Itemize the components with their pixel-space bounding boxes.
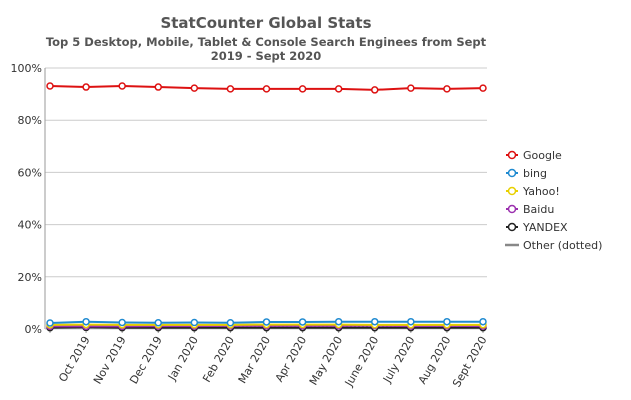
point: [479, 84, 487, 92]
x-tick-label: Jan 2020: [165, 334, 201, 383]
x-tick-label: June 2020: [342, 334, 381, 389]
x-tick-label: Dec 2019: [127, 334, 165, 386]
y-tick-label: 40%: [18, 219, 42, 232]
legend-label: bing: [523, 167, 547, 180]
point: [334, 317, 343, 326]
legend-label: Baidu: [523, 203, 554, 216]
point: [298, 318, 307, 326]
point: [407, 84, 415, 92]
point: [82, 317, 90, 326]
point: [371, 86, 379, 94]
legend-label: YANDEX: [522, 221, 568, 234]
x-tick-label: July 2020: [380, 334, 417, 386]
x-tick-label: Apr 2020: [273, 334, 310, 384]
point: [190, 84, 199, 92]
point: [298, 85, 307, 93]
point: [190, 318, 199, 327]
legend-swatch: [507, 204, 517, 214]
legend-label: Yahoo!: [522, 185, 560, 198]
y-tick-label: 80%: [18, 114, 42, 127]
point: [46, 82, 54, 90]
point: [334, 85, 343, 93]
x-tick-label: Feb 2020: [200, 334, 237, 385]
legend-label: Other (dotted): [523, 239, 602, 252]
point: [371, 317, 379, 326]
y-tick-label: 100%: [11, 62, 42, 75]
point: [479, 317, 487, 326]
point: [262, 318, 271, 326]
x-tick-label: Mar 2020: [236, 334, 273, 386]
point: [118, 82, 126, 90]
legend-swatch: [507, 168, 517, 178]
point: [443, 317, 451, 326]
y-tick-label: 0%: [25, 323, 42, 336]
point: [226, 318, 235, 327]
legend-swatch: [507, 150, 517, 160]
x-tick-label: Oct 2019: [56, 334, 93, 384]
x-tick-label: May 2020: [307, 334, 345, 387]
point: [407, 317, 415, 326]
point: [46, 319, 54, 327]
point: [154, 318, 162, 327]
legend-swatch: [507, 186, 517, 196]
point: [226, 85, 235, 93]
legend-label: Google: [523, 149, 562, 162]
point: [118, 318, 126, 327]
legend-swatch: [507, 222, 517, 232]
point: [82, 83, 90, 91]
y-tick-label: 60%: [18, 166, 42, 179]
point: [443, 85, 451, 93]
chart-subtitle: Top 5 Desktop, Mobile, Tablet & Console …: [46, 35, 487, 49]
x-tick-label: Nov 2019: [91, 334, 129, 386]
chart-title: StatCounter Global Stats: [160, 14, 371, 32]
y-tick-label: 20%: [18, 271, 42, 284]
point: [154, 83, 162, 91]
x-tick-label: Sept 2020: [450, 334, 490, 389]
point: [262, 85, 271, 93]
x-tick-label: Aug 2020: [416, 334, 454, 386]
chart-subtitle: 2019 - Sept 2020: [211, 49, 322, 63]
